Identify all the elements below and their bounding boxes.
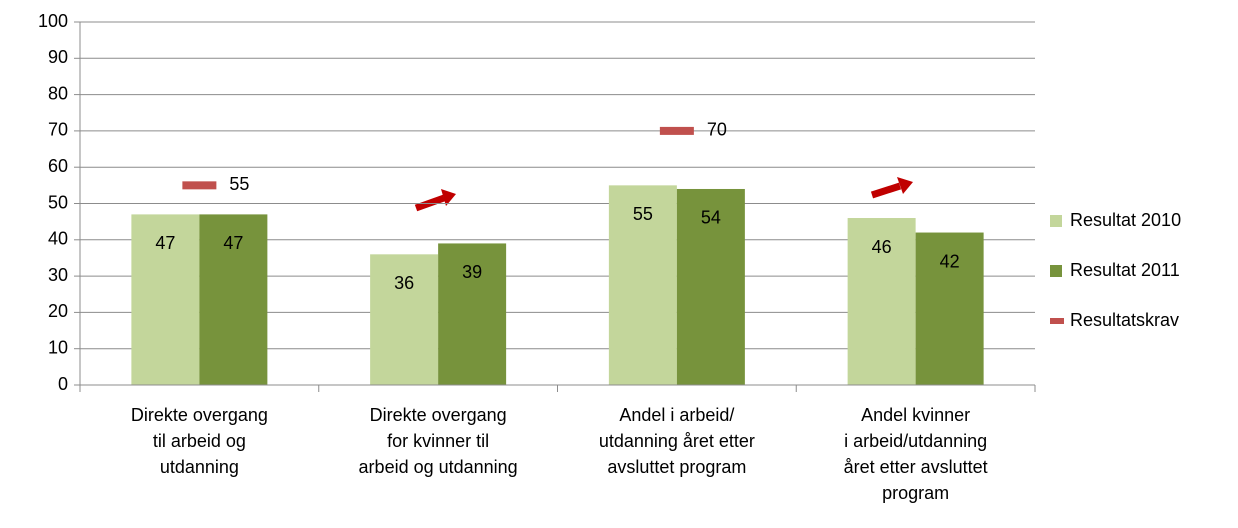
bar bbox=[438, 243, 507, 385]
y-tick-label: 0 bbox=[58, 374, 68, 394]
bar bbox=[199, 214, 268, 385]
data-label: 55 bbox=[633, 204, 653, 224]
data-label: 47 bbox=[155, 233, 175, 253]
data-label: 47 bbox=[223, 233, 243, 253]
data-label: 46 bbox=[872, 237, 892, 257]
bar bbox=[608, 185, 677, 385]
trend-arrow bbox=[870, 177, 913, 199]
y-tick-label: 100 bbox=[38, 11, 68, 31]
y-tick-label: 10 bbox=[48, 337, 68, 357]
target-marker bbox=[182, 181, 217, 190]
y-tick-label: 20 bbox=[48, 301, 68, 321]
legend-swatch bbox=[1050, 265, 1062, 277]
y-tick-label: 40 bbox=[48, 229, 68, 249]
data-label: 42 bbox=[940, 251, 960, 271]
legend-swatch bbox=[1050, 318, 1064, 324]
data-label: 54 bbox=[701, 208, 721, 228]
data-label: 55 bbox=[229, 174, 249, 194]
legend-label: Resultat 2011 bbox=[1070, 260, 1180, 280]
target-marker bbox=[659, 126, 694, 135]
y-tick-label: 80 bbox=[48, 83, 68, 103]
bar bbox=[915, 232, 984, 385]
x-tick-label: Direkte overgang til arbeid og utdanning bbox=[130, 405, 268, 477]
y-tick-label: 50 bbox=[48, 192, 68, 212]
legend-swatch bbox=[1050, 215, 1062, 227]
bar bbox=[370, 254, 439, 385]
legend-label: Resultatskrav bbox=[1070, 310, 1179, 330]
y-tick-label: 30 bbox=[48, 265, 68, 285]
y-tick-label: 90 bbox=[48, 47, 68, 67]
bar bbox=[847, 218, 916, 385]
data-label: 36 bbox=[394, 273, 414, 293]
data-label: 70 bbox=[707, 120, 727, 140]
x-tick-label: Andel kvinner i arbeid/utdanning året et… bbox=[843, 405, 988, 503]
bar bbox=[676, 188, 745, 385]
x-tick-label: Direkte overgang for kvinner til arbeid … bbox=[358, 405, 518, 477]
legend-label: Resultat 2010 bbox=[1070, 210, 1181, 230]
x-tick-label: Andel i arbeid/ utdanning året etter avs… bbox=[598, 405, 755, 477]
y-tick-label: 60 bbox=[48, 156, 68, 176]
bar bbox=[131, 214, 200, 385]
trend-arrow bbox=[414, 189, 456, 212]
y-tick-label: 70 bbox=[48, 120, 68, 140]
data-label: 39 bbox=[462, 262, 482, 282]
